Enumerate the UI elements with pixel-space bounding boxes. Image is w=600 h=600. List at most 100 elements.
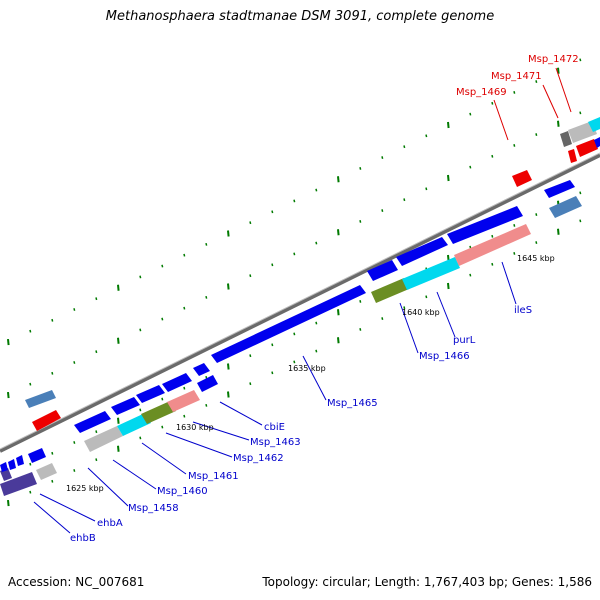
scale-label-1630: 1630 kbp	[176, 423, 214, 432]
tick-mark	[117, 337, 120, 344]
gene-label-ehba: ehbA	[97, 518, 123, 529]
tick-mark	[249, 354, 252, 358]
tick-mark	[359, 327, 362, 331]
gene-blue-msp1466b	[396, 237, 448, 266]
tick-mark	[491, 154, 494, 158]
gene-label-msp1460: Msp_1460	[157, 486, 208, 497]
tick-mark	[227, 391, 230, 398]
gene-blue-c	[136, 385, 165, 403]
tick-mark	[51, 371, 54, 375]
scale-label-1625: 1625 kbp	[66, 484, 104, 493]
tick-mark	[95, 297, 98, 301]
tick-mark	[205, 295, 208, 299]
tick-mark	[491, 101, 494, 105]
tick-mark	[557, 67, 560, 74]
gene-label-msp1466: Msp_1466	[419, 351, 470, 362]
gene-cyan-1460	[117, 413, 151, 436]
tick-mark	[359, 166, 362, 170]
gene-label-msp1469: Msp_1469	[456, 87, 507, 98]
tick-mark	[249, 382, 252, 386]
tick-mark	[205, 242, 208, 246]
gene-label-cbie: cbiE	[264, 422, 285, 433]
tick-mark	[139, 436, 142, 440]
tick-mark	[403, 145, 406, 149]
tick-mark	[315, 241, 318, 245]
gene-label-msp1462: Msp_1462	[233, 453, 284, 464]
leader-lines	[33, 67, 572, 534]
tick-mark	[447, 121, 450, 129]
gene-blue-iles	[447, 206, 523, 244]
gene-gray-small	[36, 463, 57, 480]
tick-mark	[51, 318, 54, 322]
tick-mark	[337, 176, 340, 183]
tick-mark	[579, 111, 582, 115]
tick-mark	[513, 144, 516, 147]
tick-mark	[117, 445, 120, 452]
tick-mark	[183, 306, 186, 310]
tick-mark	[161, 397, 164, 401]
gene-gray-1458	[84, 426, 123, 452]
tick-mark	[359, 299, 362, 303]
gene-dark-gray	[560, 131, 572, 147]
tick-mark	[183, 414, 186, 418]
gene-blue-d	[162, 373, 192, 392]
gene-blue-a	[74, 411, 111, 433]
tick-mark	[469, 273, 472, 277]
tick-mark	[337, 337, 340, 344]
gene-blue-small-4	[28, 448, 46, 463]
tick-mark	[183, 253, 186, 257]
tick-mark	[73, 469, 76, 472]
gene-label-iles: ileS	[514, 305, 532, 316]
tick-mark	[227, 283, 230, 290]
tick-mark	[381, 317, 384, 320]
tick-mark	[447, 282, 450, 290]
topology-text: Topology: circular; Length: 1,767,403 bp…	[262, 575, 592, 589]
tick-mark	[579, 219, 582, 223]
gene-olive-1461	[141, 401, 176, 424]
gene-label-msp1465: Msp_1465	[327, 398, 378, 409]
tick-mark	[51, 451, 54, 455]
tick-mark	[161, 425, 164, 429]
tick-mark	[403, 198, 406, 202]
gene-cyan-top	[588, 117, 600, 132]
tick-mark	[337, 229, 340, 236]
gene-label-msp1461: Msp_1461	[188, 471, 239, 482]
gene-pink-iles	[454, 224, 531, 266]
tick-mark	[29, 329, 32, 333]
tick-mark	[139, 328, 142, 332]
tick-mark	[535, 213, 538, 216]
gene-red-top-2	[576, 139, 598, 157]
gene-blue-b	[111, 397, 140, 415]
outer-row-genes	[25, 117, 600, 431]
tick-mark	[161, 264, 164, 268]
tick-mark	[117, 284, 120, 291]
scale-label-1640: 1640 kbp	[402, 308, 440, 317]
tick-mark	[139, 275, 142, 279]
gene-blue-e	[193, 363, 210, 376]
tick-mark	[315, 321, 318, 325]
gene-red-rrna-1	[32, 410, 61, 431]
gene-red-rrna-2	[512, 170, 532, 187]
gene-cyan-purl	[402, 257, 460, 290]
tick-mark	[205, 403, 208, 407]
gene-label-msp1463: Msp_1463	[250, 437, 301, 448]
gene-pink-1462	[167, 390, 200, 412]
gene-red-top-1	[568, 149, 577, 163]
gene-blue-small-1	[0, 462, 8, 472]
tick-mark	[271, 343, 274, 347]
tick-mark	[425, 295, 428, 299]
tick-mark	[95, 350, 98, 354]
gene-blue-f	[197, 375, 218, 392]
tick-mark	[315, 349, 318, 353]
tick-mark	[29, 382, 32, 386]
scale-label-1635: 1635 kbp	[288, 364, 326, 373]
tick-mark	[249, 274, 252, 278]
gene-blue-msp1465	[211, 285, 366, 363]
tick-mark	[205, 375, 208, 379]
gene-label-msp1458: Msp_1458	[128, 503, 179, 514]
tick-mark	[227, 363, 230, 370]
tick-mark	[513, 91, 516, 94]
gene-blue-small-3	[16, 455, 24, 466]
tick-mark	[293, 199, 296, 203]
